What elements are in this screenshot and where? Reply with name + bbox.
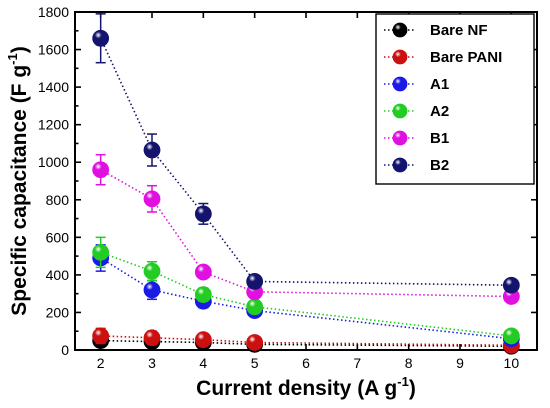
legend-item-b2: B2 [384, 157, 449, 174]
x-tick-label: 5 [251, 355, 259, 371]
data-point [143, 329, 161, 347]
x-tick-label: 6 [302, 355, 310, 371]
legend-label: B2 [430, 157, 449, 174]
legend-marker [392, 49, 408, 65]
legend-marker [392, 157, 408, 173]
plot-area: 2 3 4 5 6 7 8 9 10 0 200 400 600 800 1000 1200 1400 1600… [38, 4, 538, 371]
data-point [194, 286, 212, 304]
legend-marker [392, 103, 408, 119]
data-point [246, 298, 264, 316]
x-tick-label: 9 [456, 355, 464, 371]
legend-label: B1 [430, 130, 449, 147]
y-tick-label: 1200 [38, 117, 69, 133]
series-b1 [92, 153, 520, 305]
y-tick-label: 1600 [38, 42, 69, 58]
y-tick-label: 200 [46, 304, 70, 320]
data-point [92, 327, 110, 345]
y-tick-label: 1000 [38, 154, 69, 170]
series-a2 [92, 236, 520, 345]
y-tick-label: 0 [61, 342, 69, 358]
data-point [502, 327, 520, 345]
data-point [194, 331, 212, 349]
data-point [194, 205, 212, 223]
legend-marker [392, 76, 408, 92]
data-point [92, 161, 110, 179]
x-tick-label: 3 [148, 355, 156, 371]
series-b2 [92, 13, 520, 294]
x-tick-label: 4 [199, 355, 207, 371]
y-axis-title: Specific capacitance (F g-1) [5, 46, 31, 316]
y-tick-label: 1400 [38, 79, 69, 95]
x-axis-title: Current density (A g-1) [196, 374, 416, 400]
y-tick-label: 600 [46, 229, 70, 245]
legend-box [375, 13, 535, 185]
legend-item-a2: A2 [384, 103, 449, 120]
y-axis: 0 200 400 600 800 1000 1200 1400 1600 1800 [38, 4, 537, 358]
data-point [143, 262, 161, 280]
series-line [100, 257, 512, 340]
legend-item-b1: B1 [384, 130, 449, 147]
series-layer [92, 13, 520, 355]
legend-marker [392, 22, 408, 38]
series-line [100, 251, 512, 337]
legend-label: Bare NF [430, 22, 488, 39]
series-line [100, 169, 512, 298]
data-point [246, 334, 264, 351]
data-point [143, 281, 161, 299]
legend-marker [392, 130, 408, 146]
data-point [194, 263, 212, 281]
legend-label: Bare PANI [430, 49, 502, 66]
legend-item-bare-pani: Bare PANI [384, 49, 502, 66]
data-point [92, 243, 110, 261]
data-point [246, 273, 264, 290]
data-point [92, 29, 110, 47]
data-point [502, 276, 520, 294]
data-point [143, 141, 161, 159]
series-line [100, 335, 512, 347]
x-tick-label: 7 [353, 355, 361, 371]
x-tick-label: 8 [405, 355, 413, 371]
x-tick-label: 10 [504, 355, 520, 371]
y-tick-label: 1800 [38, 4, 69, 20]
x-tick-label: 2 [97, 355, 105, 371]
legend-label: A1 [430, 76, 449, 93]
data-point [143, 190, 161, 208]
legend-item-a1: A1 [384, 76, 449, 93]
legend: Bare NF Bare PANI A1 A2 B1 B2 [375, 13, 535, 185]
y-tick-label: 800 [46, 192, 70, 208]
y-tick-label: 400 [46, 267, 70, 283]
legend-label: A2 [430, 103, 449, 120]
legend-item-bare-nf: Bare NF [384, 22, 488, 39]
